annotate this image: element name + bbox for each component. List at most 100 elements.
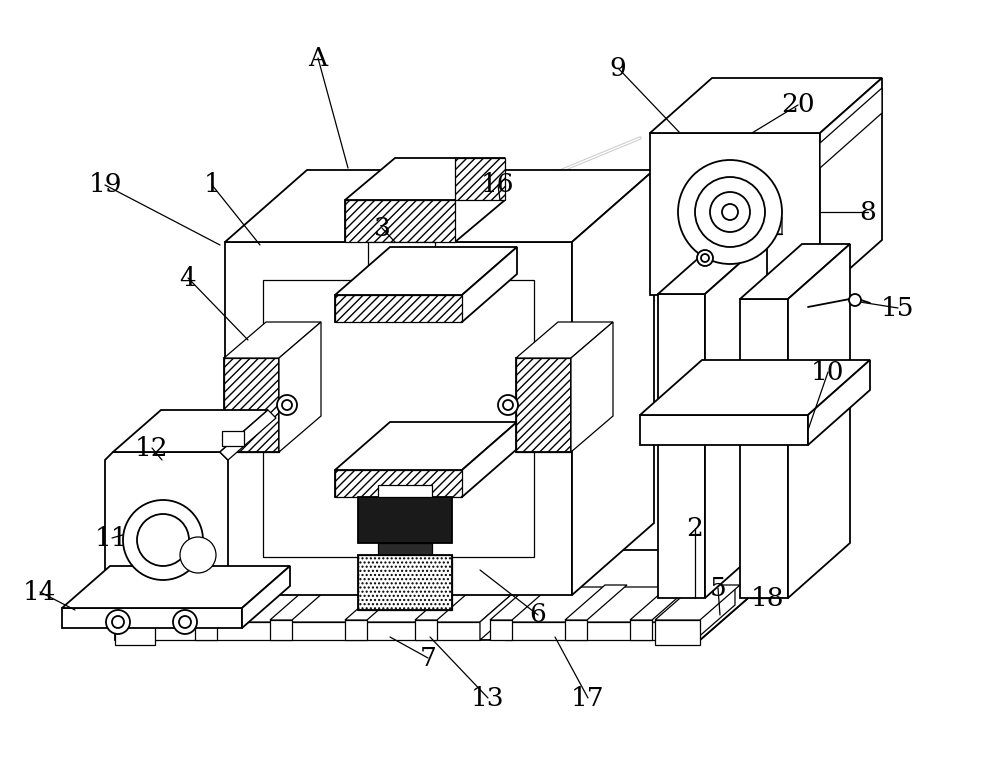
Polygon shape <box>565 620 587 640</box>
Polygon shape <box>378 485 432 497</box>
Text: 15: 15 <box>881 296 915 320</box>
Bar <box>455 158 505 200</box>
Polygon shape <box>115 550 755 598</box>
Polygon shape <box>516 322 613 358</box>
Polygon shape <box>387 268 413 295</box>
Polygon shape <box>490 620 512 640</box>
Polygon shape <box>335 247 517 295</box>
Bar <box>345 200 455 242</box>
Polygon shape <box>270 620 292 640</box>
Polygon shape <box>115 598 700 640</box>
Circle shape <box>277 395 297 415</box>
Text: 7: 7 <box>420 645 436 671</box>
Circle shape <box>697 250 713 266</box>
Polygon shape <box>462 247 517 322</box>
Circle shape <box>179 616 191 628</box>
Polygon shape <box>62 566 290 608</box>
Circle shape <box>180 537 216 573</box>
Text: 8: 8 <box>860 199 876 225</box>
Polygon shape <box>345 200 455 242</box>
Circle shape <box>701 254 709 262</box>
Polygon shape <box>820 78 882 295</box>
Polygon shape <box>640 415 808 445</box>
Polygon shape <box>630 620 652 640</box>
Polygon shape <box>505 622 695 640</box>
Polygon shape <box>224 322 321 358</box>
Polygon shape <box>358 497 452 543</box>
Polygon shape <box>115 585 195 620</box>
Polygon shape <box>220 410 276 460</box>
Polygon shape <box>695 587 735 640</box>
Circle shape <box>137 514 189 566</box>
Polygon shape <box>415 620 437 640</box>
Polygon shape <box>368 242 435 268</box>
Polygon shape <box>808 360 870 445</box>
Circle shape <box>503 400 513 410</box>
Polygon shape <box>225 170 654 242</box>
Polygon shape <box>225 242 572 595</box>
Polygon shape <box>415 585 477 620</box>
Polygon shape <box>455 158 505 242</box>
Text: 1: 1 <box>204 172 220 198</box>
Circle shape <box>173 610 197 634</box>
Polygon shape <box>335 470 462 497</box>
Polygon shape <box>113 410 268 452</box>
Polygon shape <box>335 295 462 322</box>
Text: 4: 4 <box>180 266 196 290</box>
Polygon shape <box>658 294 705 598</box>
Polygon shape <box>571 322 613 452</box>
Polygon shape <box>345 585 407 620</box>
Polygon shape <box>462 422 517 497</box>
Polygon shape <box>345 158 505 200</box>
Polygon shape <box>705 239 767 598</box>
Polygon shape <box>655 585 740 620</box>
Text: 13: 13 <box>471 686 505 710</box>
Polygon shape <box>263 280 534 557</box>
Polygon shape <box>740 244 850 299</box>
Polygon shape <box>700 550 755 640</box>
Polygon shape <box>630 585 692 620</box>
Polygon shape <box>650 133 820 295</box>
Circle shape <box>849 294 861 306</box>
Polygon shape <box>345 620 367 640</box>
Polygon shape <box>195 620 217 640</box>
Polygon shape <box>490 585 552 620</box>
Text: 3: 3 <box>374 215 390 241</box>
Text: 12: 12 <box>135 435 169 461</box>
Polygon shape <box>650 78 882 133</box>
Circle shape <box>112 616 124 628</box>
Circle shape <box>106 610 130 634</box>
Polygon shape <box>279 322 321 452</box>
Polygon shape <box>640 360 870 415</box>
Circle shape <box>710 192 750 232</box>
Polygon shape <box>335 422 517 470</box>
Circle shape <box>282 400 292 410</box>
Polygon shape <box>788 244 850 598</box>
Polygon shape <box>242 566 290 628</box>
Polygon shape <box>105 452 228 608</box>
Polygon shape <box>740 299 788 598</box>
Polygon shape <box>125 587 520 622</box>
Polygon shape <box>820 88 882 168</box>
Polygon shape <box>572 170 654 595</box>
Polygon shape <box>195 585 257 620</box>
Text: 10: 10 <box>811 360 845 384</box>
Bar <box>358 555 452 610</box>
Polygon shape <box>505 587 735 622</box>
Text: 17: 17 <box>571 686 605 710</box>
Polygon shape <box>125 622 480 640</box>
Circle shape <box>678 160 782 264</box>
Polygon shape <box>658 239 767 294</box>
Polygon shape <box>378 543 432 555</box>
Text: A: A <box>308 46 328 70</box>
Text: 6: 6 <box>530 602 546 628</box>
Bar <box>224 358 279 452</box>
Text: 18: 18 <box>751 585 785 611</box>
Text: 16: 16 <box>481 172 515 198</box>
Polygon shape <box>222 431 244 446</box>
Polygon shape <box>700 550 755 640</box>
Text: 11: 11 <box>95 526 129 550</box>
Polygon shape <box>565 585 627 620</box>
Bar <box>516 358 571 452</box>
Text: 20: 20 <box>781 93 815 117</box>
